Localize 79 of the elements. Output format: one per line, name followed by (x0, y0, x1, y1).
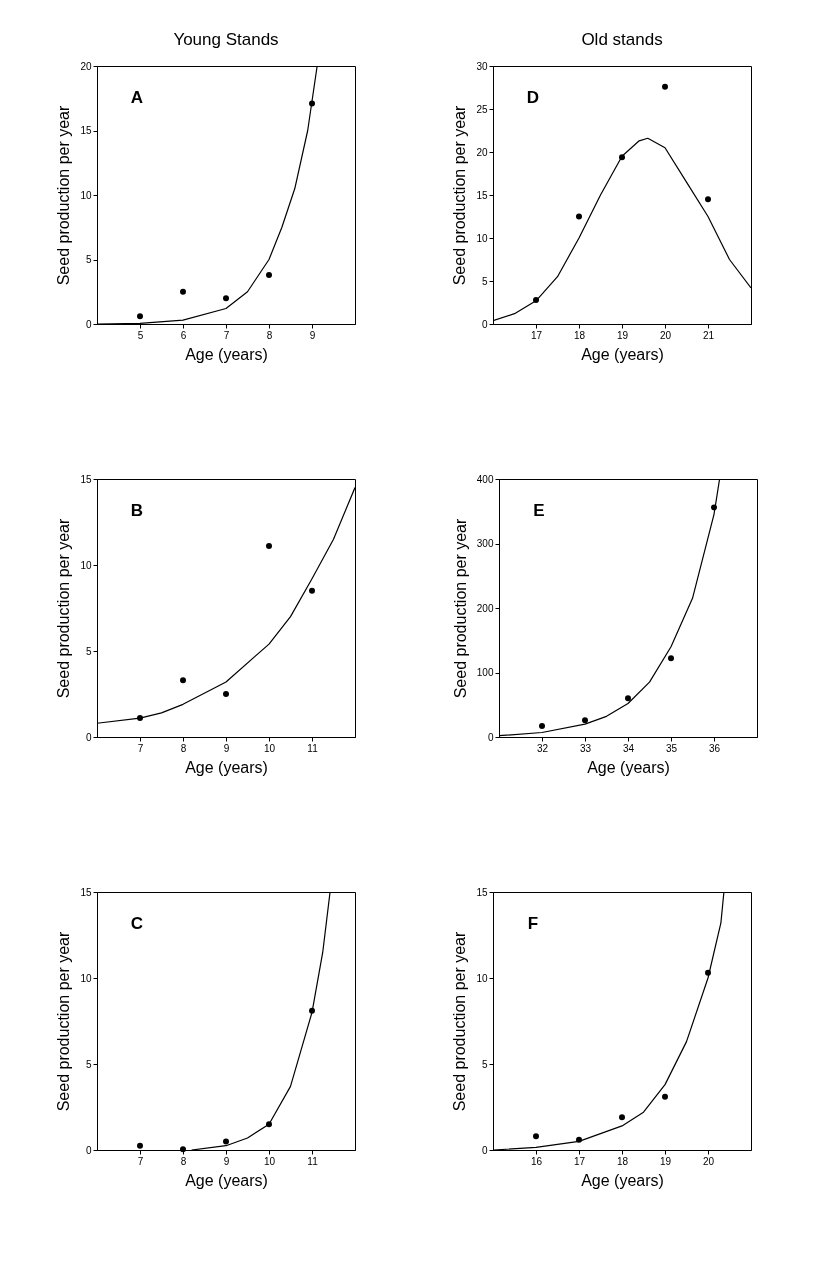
y-tick-label: 25 (476, 103, 488, 115)
annotation: B (130, 501, 144, 520)
x-tick-label: 32 (536, 742, 549, 754)
y-tick-label: 5 (481, 275, 488, 287)
y-tick-label: 0 (487, 731, 494, 743)
x-tick-label: 33 (579, 742, 592, 754)
y-tick-label: 0 (85, 731, 92, 743)
x-tick-label: 11 (307, 1155, 319, 1167)
y-axis-title: Seed production per year (451, 517, 469, 699)
y-axis-title: Seed production per year (55, 930, 73, 1112)
y-tick-label: 5 (85, 1058, 92, 1070)
x-axis-title: Age (years) (185, 345, 268, 363)
y-tick-label: 10 (80, 559, 92, 571)
x-tick-label: 17 (573, 1155, 586, 1167)
y-tick-label: 10 (476, 972, 488, 984)
y-tick-label: 5 (85, 254, 92, 265)
y-tick-label: 20 (80, 60, 92, 72)
x-axis-title: Age (years) (581, 1171, 664, 1189)
x-tick-label: 9 (223, 742, 230, 754)
x-axis-title: Age (years) (185, 1171, 268, 1189)
x-tick-label: 20 (702, 1155, 715, 1167)
x-tick-label: 20 (659, 329, 672, 341)
y-tick-label: 400 (476, 473, 494, 485)
y-tick-label: 10 (476, 232, 488, 244)
x-tick-label: 8 (266, 329, 273, 341)
y-tick-label: 5 (481, 1058, 488, 1070)
x-axis-title: Age (years) (587, 758, 670, 776)
x-tick-label: 5 (137, 329, 144, 341)
x-tick-label: 6 (180, 329, 187, 341)
chart-title: Young Stands (173, 30, 279, 49)
annotation: F (527, 914, 539, 933)
x-tick-label: 9 (309, 329, 316, 341)
x-tick-label: 10 (263, 1155, 276, 1167)
x-tick-label: 8 (180, 742, 187, 754)
y-tick-label: 0 (481, 318, 488, 330)
x-tick-label: 10 (263, 742, 276, 754)
x-tick-label: 7 (137, 742, 144, 754)
x-tick-label: 36 (708, 742, 721, 754)
x-tick-label: 17 (530, 329, 543, 341)
x-axis-title: Age (years) (185, 758, 268, 776)
chart-title: Old stands (581, 30, 663, 49)
x-tick-label: 7 (223, 329, 230, 341)
y-tick-label: 0 (85, 318, 92, 330)
y-tick-label: 30 (476, 60, 488, 72)
x-tick-label: 19 (616, 329, 629, 341)
x-tick-label: 35 (665, 742, 678, 754)
annotation: A (130, 88, 144, 107)
y-tick-label: 0 (481, 1144, 488, 1156)
y-tick-label: 5 (85, 645, 92, 657)
y-tick-label: 20 (476, 146, 488, 158)
annotation: E (533, 501, 545, 520)
annotation: C (130, 914, 144, 933)
y-tick-label: 15 (476, 886, 488, 898)
x-tick-label: 18 (573, 329, 586, 341)
x-tick-label: 18 (616, 1155, 629, 1167)
x-tick-label: 34 (622, 742, 635, 754)
x-axis-title: Age (years) (581, 345, 664, 363)
y-axis-title: Seed production per year (55, 517, 73, 699)
y-tick-label: 200 (476, 602, 494, 614)
y-tick-label: 0 (85, 1144, 92, 1156)
annotation: D (526, 88, 540, 107)
y-tick-label: 100 (476, 667, 494, 678)
x-tick-label: 9 (223, 1155, 230, 1167)
y-axis-title: Seed production per year (451, 930, 469, 1112)
y-tick-label: 15 (80, 125, 92, 136)
x-tick-label: 19 (659, 1155, 672, 1167)
y-axis-title: Seed production per year (55, 104, 73, 286)
x-tick-label: 21 (702, 329, 715, 341)
y-tick-label: 15 (80, 473, 92, 485)
y-tick-label: 10 (80, 972, 92, 984)
y-tick-label: 300 (476, 538, 494, 549)
y-tick-label: 15 (476, 189, 488, 201)
x-tick-label: 7 (137, 1155, 144, 1167)
y-axis-title: Seed production per year (451, 104, 469, 286)
x-tick-label: 8 (180, 1155, 187, 1167)
x-tick-label: 16 (530, 1155, 543, 1167)
x-tick-label: 11 (307, 742, 319, 754)
y-tick-label: 10 (80, 189, 92, 201)
y-tick-label: 15 (80, 886, 92, 898)
